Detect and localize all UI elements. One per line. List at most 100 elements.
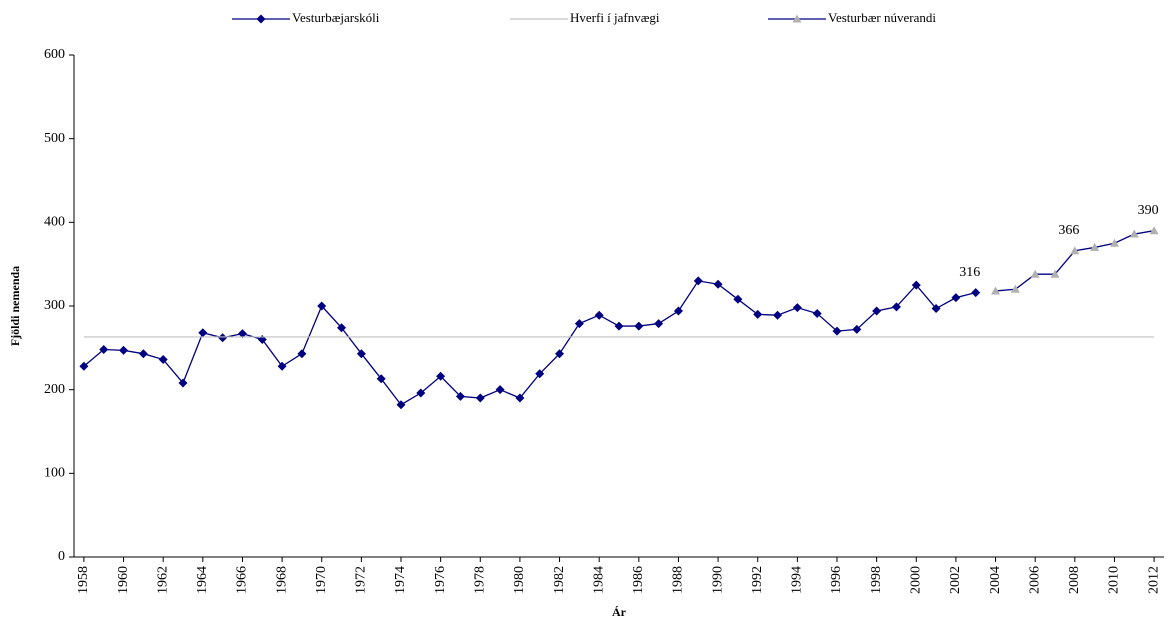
series-line xyxy=(995,230,1155,292)
x-tick-label: 1996 xyxy=(829,566,844,594)
marker xyxy=(535,369,545,379)
marker xyxy=(1030,269,1040,278)
marker xyxy=(337,323,347,333)
x-tick-label: 1964 xyxy=(195,566,210,594)
marker xyxy=(218,333,228,343)
x-tick-label: 1958 xyxy=(76,566,91,594)
marker xyxy=(416,388,426,398)
y-tick-label: 400 xyxy=(44,215,65,230)
marker xyxy=(574,319,584,329)
data-label: 316 xyxy=(959,265,980,280)
y-tick-label: 100 xyxy=(44,466,65,481)
legend-label: Vesturbær núverandi xyxy=(828,10,936,25)
y-axis-title: Fjöldi nemenda xyxy=(8,266,22,346)
marker xyxy=(1090,242,1100,251)
marker xyxy=(158,355,168,365)
marker xyxy=(812,309,822,319)
marker xyxy=(555,349,565,359)
marker xyxy=(971,288,981,298)
marker xyxy=(455,391,465,401)
legend-marker xyxy=(256,14,266,24)
marker xyxy=(178,378,188,388)
x-tick-label: 1998 xyxy=(869,566,884,594)
marker xyxy=(1010,284,1020,293)
x-tick-label: 1962 xyxy=(155,566,170,594)
data-label: 366 xyxy=(1058,223,1079,238)
marker xyxy=(1109,238,1119,247)
data-label: 390 xyxy=(1138,203,1159,218)
x-tick-label: 1978 xyxy=(472,566,487,594)
x-tick-label: 1992 xyxy=(750,566,765,594)
marker xyxy=(773,310,783,320)
marker xyxy=(693,276,703,286)
marker xyxy=(733,294,743,304)
legend-marker xyxy=(792,14,802,23)
x-tick-label: 2006 xyxy=(1027,566,1042,594)
marker xyxy=(654,319,664,329)
marker xyxy=(257,334,267,344)
marker xyxy=(753,309,763,319)
marker xyxy=(713,279,723,289)
x-tick-label: 1986 xyxy=(631,566,646,594)
x-tick-label: 1974 xyxy=(393,566,408,594)
marker xyxy=(119,345,129,355)
marker xyxy=(951,293,961,303)
x-tick-label: 2004 xyxy=(988,566,1003,594)
x-tick-label: 1972 xyxy=(354,566,369,594)
marker xyxy=(475,393,485,403)
marker xyxy=(614,321,624,331)
marker xyxy=(198,328,208,338)
marker xyxy=(634,321,644,331)
marker xyxy=(515,393,525,403)
x-tick-label: 1968 xyxy=(274,566,289,594)
marker xyxy=(852,324,862,334)
marker xyxy=(1129,229,1139,238)
x-tick-label: 1990 xyxy=(710,566,725,594)
marker xyxy=(356,349,366,359)
marker xyxy=(673,306,683,316)
y-tick-label: 200 xyxy=(44,382,65,397)
marker xyxy=(991,286,1001,295)
legend-label: Vesturbæjarskóli xyxy=(292,10,380,25)
x-tick-label: 1984 xyxy=(591,566,606,594)
x-tick-label: 2000 xyxy=(908,566,923,594)
marker xyxy=(911,280,921,290)
marker xyxy=(297,349,307,359)
marker xyxy=(237,329,247,339)
y-tick-label: 0 xyxy=(58,549,65,564)
marker xyxy=(436,371,446,381)
y-tick-label: 300 xyxy=(44,298,65,313)
marker xyxy=(138,349,148,359)
x-tick-label: 2010 xyxy=(1107,566,1122,594)
marker xyxy=(99,345,109,355)
x-tick-label: 1976 xyxy=(433,566,448,594)
marker xyxy=(1050,269,1060,278)
marker xyxy=(495,385,505,395)
x-tick-label: 1970 xyxy=(314,566,329,594)
x-axis-title: Ár xyxy=(612,605,627,619)
x-tick-label: 1988 xyxy=(671,566,686,594)
x-tick-label: 2008 xyxy=(1067,566,1082,594)
marker xyxy=(832,326,842,336)
x-tick-label: 1980 xyxy=(512,566,527,594)
x-tick-label: 2002 xyxy=(948,566,963,594)
series-line xyxy=(83,280,976,406)
marker xyxy=(317,301,327,311)
x-tick-label: 1994 xyxy=(790,566,805,594)
x-tick-label: 1982 xyxy=(552,566,567,594)
marker xyxy=(277,361,287,371)
marker xyxy=(376,374,386,384)
marker xyxy=(891,302,901,312)
marker xyxy=(792,303,802,313)
x-tick-label: 2012 xyxy=(1146,566,1161,594)
marker xyxy=(1070,246,1080,255)
y-tick-label: 500 xyxy=(44,131,65,146)
marker xyxy=(594,310,604,320)
x-tick-label: 1960 xyxy=(116,566,131,594)
marker xyxy=(1149,226,1159,235)
marker xyxy=(396,400,406,410)
y-tick-label: 600 xyxy=(44,47,65,62)
x-tick-label: 1966 xyxy=(235,566,250,594)
